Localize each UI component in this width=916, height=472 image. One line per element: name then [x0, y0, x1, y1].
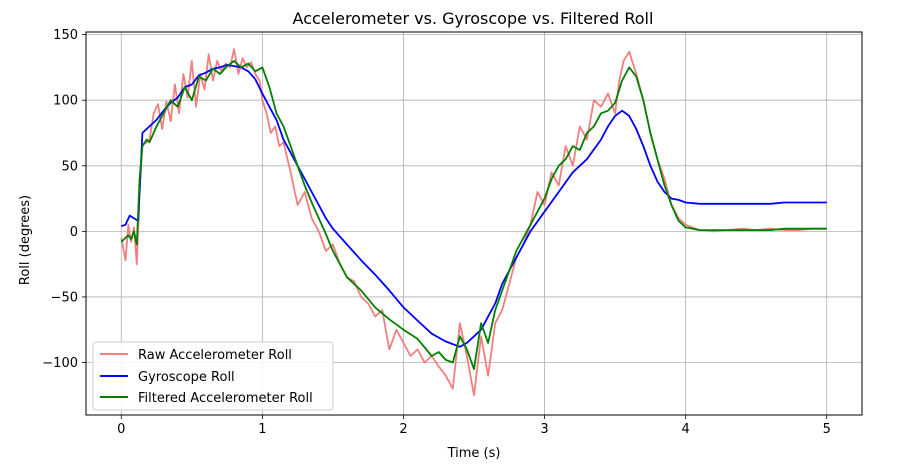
- x-tick-label: 4: [681, 422, 689, 437]
- legend-label-filtered: Filtered Accelerometer Roll: [138, 391, 313, 406]
- chart-title: Accelerometer vs. Gyroscope vs. Filtered…: [293, 9, 654, 28]
- y-tick-label: 150: [53, 28, 78, 43]
- y-tick-label: 0: [70, 225, 78, 240]
- y-tick-label: 100: [53, 94, 78, 109]
- legend: Raw Accelerometer Roll Gyroscope Roll Fi…: [92, 341, 334, 411]
- x-tick-label: 5: [823, 422, 831, 437]
- x-tick-label: 3: [540, 422, 548, 437]
- y-axis-label: Roll (degrees): [18, 195, 33, 285]
- series-raw-accelerometer-roll: [120, 48, 827, 397]
- x-tick-label: 2: [399, 422, 407, 437]
- legend-label-gyro: Gyroscope Roll: [138, 370, 235, 385]
- y-tick-label: −100: [42, 356, 78, 371]
- x-tick-label: 0: [117, 422, 125, 437]
- y-tick-label: 50: [61, 159, 78, 174]
- grid: [86, 32, 862, 415]
- series-filtered-accelerometer-roll: [120, 60, 827, 371]
- x-axis-label: Time (s): [447, 446, 501, 461]
- axis-ticks: 0 1 2 3 4 5 −100 −50 0 50 100 150: [42, 28, 831, 437]
- legend-box: [92, 341, 334, 411]
- y-tick-label: −50: [51, 290, 78, 305]
- x-tick-label: 1: [258, 422, 266, 437]
- legend-label-raw-accel: Raw Accelerometer Roll: [138, 348, 292, 363]
- series-lines: [120, 48, 827, 397]
- plot-area-frame: [85, 31, 863, 416]
